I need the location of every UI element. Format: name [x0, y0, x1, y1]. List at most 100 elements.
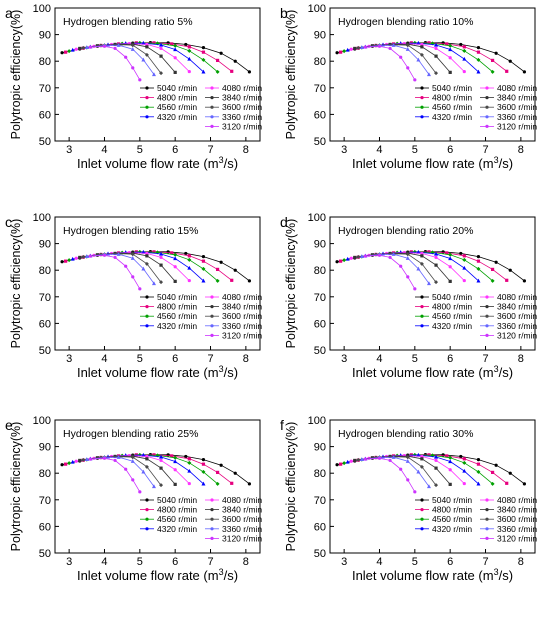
data-point [377, 456, 382, 460]
legend-marker [145, 324, 149, 328]
data-point [505, 278, 509, 282]
legend-marker [145, 115, 149, 119]
data-point [113, 458, 117, 463]
data-point [88, 45, 92, 49]
data-point [173, 468, 177, 472]
y-tick-label: 60 [314, 318, 326, 330]
data-point [388, 454, 392, 459]
series-3360 [359, 252, 431, 286]
legend-marker [485, 527, 489, 531]
data-point [187, 48, 192, 53]
data-point [173, 56, 177, 60]
panel-title: Hydrogen blending ratio 25% [63, 428, 198, 440]
data-point [339, 259, 343, 263]
data-point [173, 279, 177, 283]
x-axis-label-tail: /s) [499, 365, 513, 380]
legend-label: 5040 r/min [432, 292, 472, 302]
panel-title: Hydrogen blending ratio 15% [63, 225, 198, 237]
data-point [187, 69, 191, 74]
legend-marker [485, 314, 489, 318]
data-point [67, 49, 72, 54]
x-tick-label: 3 [66, 353, 72, 365]
panel-letter: b [280, 5, 288, 21]
x-tick-label: 5 [137, 353, 143, 365]
plot-frame [54, 7, 261, 142]
legend-label: 4320 r/min [157, 112, 197, 122]
series-3360 [359, 43, 431, 77]
data-point [145, 254, 149, 258]
data-point [405, 455, 410, 460]
data-point [170, 251, 174, 255]
series-line [365, 457, 416, 493]
legend-label: 3600 r/min [497, 311, 537, 321]
data-point [187, 265, 192, 270]
data-point [462, 278, 466, 283]
legend-marker [420, 105, 424, 109]
data-point [78, 255, 82, 260]
data-point [427, 250, 431, 254]
series-5040 [60, 452, 251, 486]
data-point [353, 458, 357, 463]
legend-label: 3120 r/min [222, 533, 262, 543]
data-point [388, 46, 392, 51]
x-tick-label: 6 [172, 556, 178, 568]
x-axis-label-tail: /s) [499, 156, 513, 171]
data-point [215, 481, 220, 486]
legend-label: 4560 r/min [432, 311, 472, 321]
series-line [361, 44, 430, 75]
y-axis-label: Polytropic efficiency(%) [284, 10, 298, 140]
data-point [445, 251, 449, 255]
legend-label: 4320 r/min [432, 321, 472, 331]
data-point [138, 287, 142, 291]
data-point [152, 41, 156, 45]
x-axis-label-tail: /s) [224, 156, 238, 171]
legend-marker [210, 536, 214, 541]
data-point [201, 462, 206, 466]
legend-marker [210, 305, 214, 309]
legend-label: 4800 r/min [157, 93, 197, 103]
legend-marker [420, 498, 424, 502]
data-point [233, 268, 237, 272]
legend-marker [485, 333, 489, 337]
data-point [230, 481, 234, 485]
data-point [116, 43, 121, 47]
data-point [247, 279, 251, 283]
legend-label: 3840 r/min [222, 93, 262, 103]
series-5040 [60, 249, 251, 283]
data-point [113, 42, 117, 47]
legend-label: 4560 r/min [432, 102, 472, 112]
data-point [345, 256, 350, 261]
data-point [233, 59, 237, 63]
x-axis-label-sup: 3 [494, 567, 499, 577]
legend-marker [145, 527, 149, 531]
data-point [70, 256, 75, 261]
data-point [64, 259, 68, 263]
x-tick-label: 3 [341, 353, 347, 365]
data-point [416, 57, 421, 62]
data-point [490, 278, 495, 283]
y-axis-label: Polytropic efficiency(%) [9, 219, 23, 349]
x-axis-label-sup: 3 [219, 567, 224, 577]
data-point [420, 254, 424, 258]
y-tick-label: 50 [39, 136, 51, 148]
data-point [159, 263, 163, 267]
x-axis-label: Inlet volume flow rate (m3/s) [77, 567, 238, 583]
series-line [86, 253, 155, 284]
data-point [60, 463, 64, 467]
series-3120 [363, 44, 417, 82]
x-tick-label: 8 [518, 556, 524, 568]
data-point [113, 251, 117, 256]
legend-label: 4800 r/min [432, 93, 472, 103]
series-3120 [88, 456, 142, 494]
panel-title: Hydrogen blending ratio 5% [63, 16, 193, 28]
x-tick-label: 8 [243, 556, 249, 568]
series-line [358, 253, 437, 283]
data-point [173, 265, 177, 269]
x-tick-label: 8 [243, 353, 249, 365]
series-3360 [84, 43, 156, 77]
series-line [361, 253, 430, 284]
data-point [405, 256, 410, 260]
